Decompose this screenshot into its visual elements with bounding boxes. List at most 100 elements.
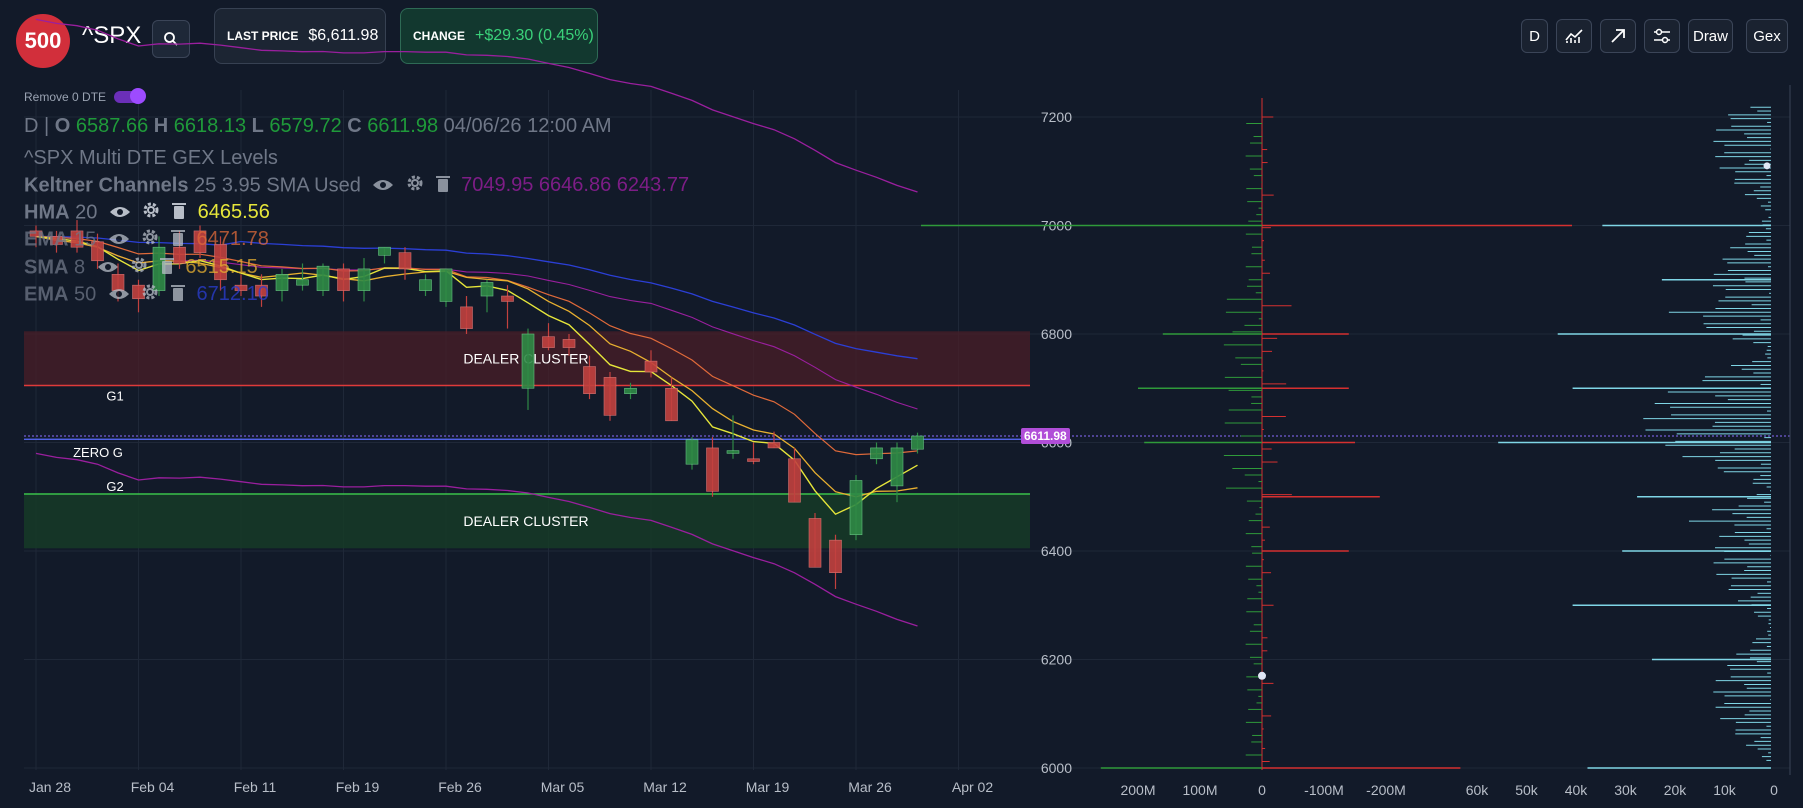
eye-icon[interactable] (97, 257, 119, 280)
gex-marker (1258, 671, 1266, 680)
ohlc-h-value: 6618.13 (173, 115, 247, 137)
gear-icon[interactable] (141, 228, 159, 252)
candle-body (685, 439, 699, 465)
oi-x-tick-label: 0 (1770, 782, 1778, 798)
gex-button[interactable]: Gex (1746, 19, 1788, 53)
candle-body (849, 480, 863, 536)
candle-body (706, 447, 719, 492)
y-tick-label: 6800 (1041, 326, 1072, 342)
gex-indicator-title: ^SPX Multi DTE GEX Levels (24, 147, 278, 169)
ema15-value: 6471.78 (196, 228, 269, 251)
candle-body (419, 279, 432, 291)
gear-icon[interactable] (130, 256, 148, 280)
oi-x-tick-label: 30k (1614, 782, 1638, 798)
eye-icon[interactable] (109, 202, 131, 225)
ohlc-h-label: H (153, 115, 169, 137)
last-price-label: LAST PRICE (227, 29, 299, 43)
gex-x-tick-label: -100M (1304, 782, 1344, 798)
ema50-legend: EMA 50 6712.10 (24, 283, 269, 307)
interval-button[interactable]: D (1521, 19, 1548, 53)
candle-body (460, 306, 473, 329)
change-box: CHANGE +$29.30 (0.45%) (400, 8, 598, 64)
remove-0dte-toggle-row[interactable]: Remove 0 DTE (24, 88, 147, 104)
candle-body (357, 268, 371, 291)
gear-icon[interactable] (141, 283, 159, 307)
current-price-tag: 6611.98 (1021, 428, 1070, 444)
gex-x-tick-label: 100M (1182, 782, 1217, 798)
hma-value: 6465.56 (197, 201, 270, 224)
gex-x-tick-label: 0 (1258, 782, 1266, 798)
candle-body (316, 265, 330, 291)
candle-body (624, 387, 637, 394)
candle-body (911, 435, 924, 450)
ohlc-o-label: O (54, 115, 71, 137)
keltner-params: 25 3.95 SMA Used (194, 174, 361, 197)
hma-legend: HMA 20 6465.56 (24, 201, 270, 225)
remove-0dte-toggle[interactable] (114, 88, 147, 104)
x-tick-label: Feb 11 (234, 779, 277, 795)
candle-body (91, 241, 104, 262)
oi-x-tick-label: 20k (1664, 782, 1688, 798)
trash-icon[interactable] (435, 175, 450, 198)
keltner-values: 7049.95 6646.86 6243.77 (461, 174, 690, 197)
candle-body (583, 366, 596, 394)
candle-body (173, 246, 186, 264)
candle-body (726, 450, 740, 454)
sma-legend: SMA 8 6515.15 (24, 256, 258, 280)
candle-body (255, 284, 268, 297)
draw-button[interactable]: Draw (1688, 19, 1733, 53)
candle-body (193, 230, 207, 253)
arrow-up-right-icon (1611, 29, 1625, 43)
candle-body (70, 230, 84, 248)
brand-logo: 500 (16, 14, 70, 68)
candle-body (275, 274, 289, 291)
hma-params: 20 (75, 201, 98, 224)
x-tick-label: Apr 02 (952, 779, 993, 795)
gex-x-tick-label: 200M (1120, 782, 1155, 798)
eye-icon[interactable] (108, 229, 130, 252)
hma-name: HMA (24, 201, 70, 224)
candle-body (521, 333, 535, 389)
trash-icon[interactable] (170, 284, 185, 307)
keltner-legend: Keltner Channels 25 3.95 SMA Used 7049.9… (24, 174, 689, 198)
candle-body (890, 447, 904, 487)
candle-body (644, 360, 658, 373)
oi-profile-chart: 60k 50k 40k 30k 20k 10k 0 (1466, 85, 1791, 798)
candle-body (337, 268, 350, 291)
indicators-button[interactable] (1556, 19, 1592, 53)
oi-x-tick-label: 40k (1565, 782, 1589, 798)
trash-icon[interactable] (172, 202, 187, 225)
gear-icon[interactable] (142, 201, 160, 225)
candle-body (829, 539, 842, 574)
keltner-name: Keltner Channels (24, 174, 189, 197)
top-bar: 500 ^SPX LAST PRICE $6,611.98 CHANGE +$2… (0, 0, 1803, 74)
x-tick-label: Mar 05 (541, 779, 585, 795)
candle-body (439, 268, 453, 302)
x-tick-label: Mar 26 (848, 779, 892, 795)
sma-name: SMA (24, 256, 69, 279)
indicator-icon (1565, 29, 1583, 43)
candle-body (767, 442, 781, 449)
sma-value: 6515.15 (185, 256, 258, 279)
candle-body (214, 244, 227, 281)
price-grid (24, 90, 1790, 770)
settings-button[interactable] (1644, 19, 1680, 53)
trend-button[interactable] (1600, 19, 1636, 53)
trash-icon[interactable] (159, 257, 174, 280)
x-tick-label: Feb 26 (438, 779, 482, 795)
y-tick-label: 7200 (1041, 109, 1072, 125)
eye-icon[interactable] (108, 284, 130, 307)
dealer-cluster-lower-label: DEALER CLUSTER (463, 513, 588, 529)
gear-icon[interactable] (406, 174, 424, 198)
trash-icon[interactable] (170, 229, 185, 252)
zero-g-label: ZERO G (73, 445, 123, 460)
keltner-lower-line (35, 452, 918, 627)
gex-x-tick-label: -200M (1366, 782, 1406, 798)
ohlc-l-label: L (251, 115, 264, 137)
candle-body (747, 458, 760, 462)
eye-icon[interactable] (372, 175, 394, 198)
candle-body (603, 377, 617, 416)
search-button[interactable] (152, 20, 190, 58)
candle-body (665, 387, 678, 422)
